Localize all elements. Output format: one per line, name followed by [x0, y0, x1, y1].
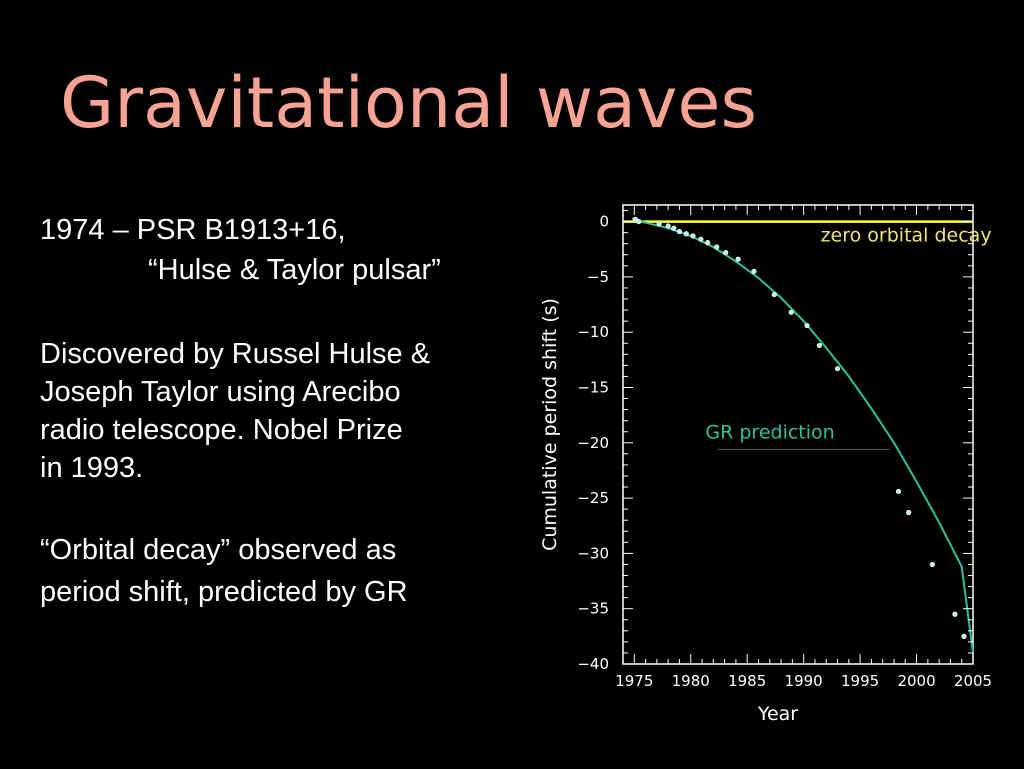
- zero-orbital-decay-annotation: zero orbital decay: [821, 224, 992, 246]
- data-point: [751, 268, 757, 274]
- y-tick-label: −40: [577, 655, 609, 673]
- y-tick-label: −35: [577, 600, 609, 618]
- x-tick-label: 2000: [897, 672, 935, 690]
- x-tick-label: 1985: [728, 672, 766, 690]
- data-point: [665, 223, 671, 229]
- discovery-line-2: Joseph Taylor using Arecibo: [40, 376, 401, 408]
- pulsar-designation-line: 1974 – PSR B1913+16,: [40, 214, 346, 246]
- plot-frame: [622, 204, 974, 665]
- discovery-block: Discovered by Russel Hulse & Joseph Tayl…: [40, 335, 430, 487]
- data-point: [816, 342, 823, 349]
- data-point: [698, 236, 704, 242]
- x-tick-label: 1990: [785, 672, 823, 690]
- data-point: [834, 366, 841, 372]
- slide-title: Gravitational waves: [60, 62, 757, 144]
- y-tick-label: −20: [577, 434, 609, 452]
- data-point: [788, 309, 794, 315]
- plot-layer: [622, 204, 974, 665]
- data-point: [636, 218, 642, 225]
- pulsar-nickname-line: “Hulse & Taylor pulsar”: [148, 254, 441, 286]
- data-point: [961, 633, 967, 639]
- orbital-decay-line-2: period shift, predicted by GR: [40, 576, 408, 608]
- y-axis-label: Cumulative period shift (s): [539, 298, 561, 551]
- data-point: [771, 291, 777, 298]
- orbital-decay-block: “Orbital decay” observed as period shift…: [40, 530, 408, 612]
- gr-prediction-line: [631, 217, 974, 654]
- discovery-line-3: radio telescope. Nobel Prize: [40, 414, 403, 446]
- data-point: [804, 322, 810, 329]
- discovery-line-4: in 1993.: [40, 452, 144, 484]
- data-point: [683, 231, 689, 237]
- period-shift-chart: 1975 1980 1985 1990 1995 2000 2005 0 −5 −10 −15 −20…: [539, 204, 992, 725]
- gr-prediction-annotation: GR prediction: [705, 421, 834, 443]
- data-point: [952, 611, 958, 617]
- x-axis-label: Year: [757, 703, 798, 725]
- data-point: [676, 228, 683, 235]
- orbital-decay-line-1: “Orbital decay” observed as: [40, 534, 397, 566]
- pulsar-designation-block: 1974 – PSR B1913+16, “Hulse & Taylor pul…: [40, 210, 441, 290]
- y-tick-label: −15: [577, 378, 609, 396]
- y-tick-label: −10: [577, 323, 609, 341]
- data-point: [705, 240, 711, 246]
- tick-layer: [622, 205, 974, 665]
- x-tick-label: 1995: [841, 672, 879, 690]
- x-tick-label: 2005: [954, 672, 992, 690]
- y-tick-label: 0: [599, 213, 609, 231]
- y-tick-label: −25: [577, 489, 609, 507]
- data-point: [929, 561, 935, 568]
- data-point: [690, 233, 696, 239]
- discovery-line-1: Discovered by Russel Hulse &: [40, 338, 431, 370]
- data-point: [714, 244, 720, 250]
- label-layer: 1975 1980 1985 1990 1995 2000 2005 0 −5 −10 −15 −20…: [539, 213, 992, 725]
- x-tick-label: 1975: [615, 672, 653, 690]
- x-tick-label: 1980: [672, 672, 710, 690]
- y-tick-label: −5: [587, 268, 609, 286]
- data-point: [906, 509, 912, 516]
- y-tick-label: −30: [577, 544, 609, 562]
- data-point: [895, 488, 902, 495]
- data-point: [656, 221, 662, 227]
- data-point: [735, 256, 741, 262]
- data-point: [671, 225, 677, 231]
- data-point: [723, 249, 729, 256]
